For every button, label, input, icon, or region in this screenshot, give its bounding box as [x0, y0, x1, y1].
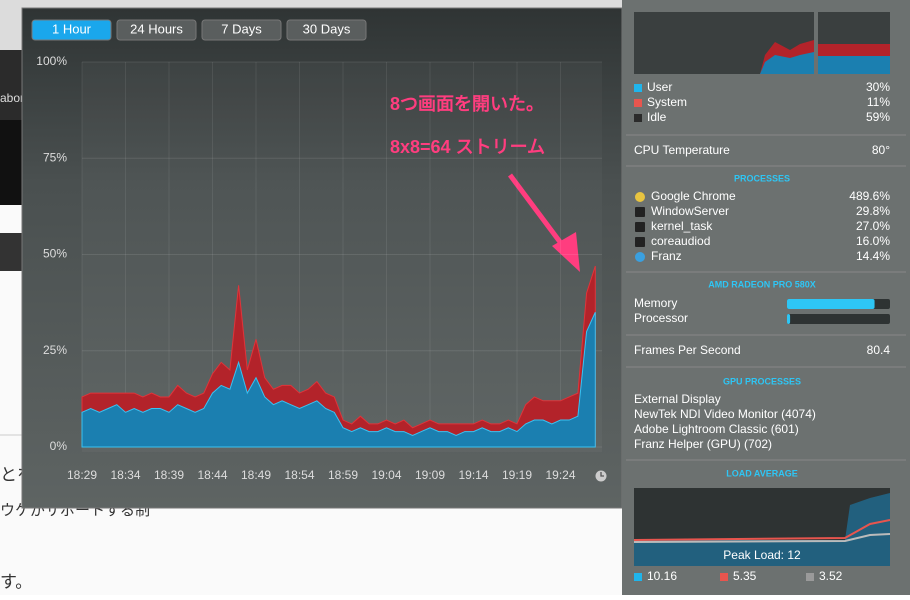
process-icon — [635, 192, 645, 202]
plot-area — [82, 62, 602, 452]
tab[interactable] — [286, 19, 367, 41]
tab-label[interactable]: 1 Hour — [52, 21, 92, 36]
menu-text: 3.52 — [819, 569, 843, 583]
section-header: AMD RADEON PRO 580X — [708, 279, 816, 289]
menu-text: Processor — [634, 311, 688, 325]
menu-text: WindowServer — [651, 204, 729, 218]
tab-label[interactable]: 7 Days — [221, 21, 262, 36]
section-header: GPU PROCESSES — [723, 376, 801, 386]
legend-swatch — [634, 114, 642, 122]
process-icon — [635, 207, 645, 217]
x-tick-label: 18:34 — [110, 468, 140, 482]
menu-text: Franz — [651, 249, 682, 263]
menu-text: coreaudiod — [651, 234, 710, 248]
annotation: 8つ画面を開いた。 — [390, 94, 544, 114]
menu-text: 29.8% — [856, 204, 890, 218]
menu-text: 10.16 — [647, 569, 677, 583]
tab-label[interactable]: 30 Days — [303, 21, 351, 36]
tab-label[interactable]: 24 Hours — [130, 21, 183, 36]
menu-text: Adobe Lightroom Classic (601) — [634, 422, 799, 436]
menu-text: Franz Helper (GPU) (702) — [634, 437, 772, 451]
x-tick-label: 19:14 — [458, 468, 488, 482]
legend-label: User — [647, 80, 672, 94]
bar — [787, 314, 791, 324]
x-tick-label: 18:49 — [241, 468, 271, 482]
x-tick-label: 19:09 — [415, 468, 445, 482]
section-header: LOAD AVERAGE — [726, 468, 798, 478]
menu-text: 16.0% — [856, 234, 890, 248]
legend-swatch — [720, 573, 728, 581]
bar-track — [787, 314, 890, 324]
bar — [787, 299, 875, 309]
tab[interactable] — [201, 19, 282, 41]
x-tick-label: 18:44 — [197, 468, 227, 482]
area-0 — [81, 312, 596, 448]
menu-text: NewTek NDI Video Monitor (4074) — [634, 407, 816, 421]
legend-swatch — [634, 84, 642, 92]
menu-text: 30% — [866, 80, 890, 94]
menu-text: External Display — [634, 392, 721, 406]
process-icon — [635, 252, 645, 262]
y-tick-label: 0% — [50, 439, 68, 453]
tab[interactable] — [116, 19, 197, 41]
section-header: PROCESSES — [734, 173, 790, 183]
menu-text: Memory — [634, 296, 677, 310]
arrow — [507, 173, 569, 252]
bg-text: abor — [0, 91, 24, 105]
y-tick-label: 25% — [43, 343, 67, 357]
x-tick-label: 19:19 — [502, 468, 532, 482]
menu-text: Peak Load: 12 — [723, 548, 801, 562]
legend-swatch — [634, 573, 642, 581]
bg-text: す。 — [0, 572, 32, 591]
y-tick-label: 50% — [43, 247, 67, 261]
menu-text: 59% — [866, 110, 890, 124]
menu-text: 80.4 — [867, 343, 891, 357]
menu-text: 27.0% — [856, 219, 890, 233]
menu-text: kernel_task — [651, 219, 713, 233]
x-tick-label: 18:59 — [328, 468, 358, 482]
annotation: 8x8=64 ストリーム — [390, 137, 545, 157]
menu-text: 14.4% — [856, 249, 890, 263]
menu-text: 11% — [867, 95, 890, 109]
legend-label: Idle — [647, 110, 667, 124]
menu-text: 5.35 — [733, 569, 757, 583]
menu-text: Frames Per Second — [634, 343, 741, 357]
clock-icon — [595, 470, 607, 482]
menu-text: Google Chrome — [651, 189, 736, 203]
x-tick-label: 18:39 — [154, 468, 184, 482]
menu-text: 80° — [872, 143, 890, 157]
y-tick-label: 75% — [43, 150, 67, 164]
menu-text: CPU Temperature — [634, 143, 730, 157]
x-tick-label: 19:04 — [371, 468, 401, 482]
x-tick-label: 19:24 — [545, 468, 575, 482]
x-tick-label: 18:54 — [284, 468, 314, 482]
menu-text: 489.6% — [849, 189, 890, 203]
legend-swatch — [806, 573, 814, 581]
process-icon — [635, 222, 645, 232]
legend-label: System — [647, 95, 687, 109]
tab[interactable] — [31, 19, 112, 41]
process-icon — [635, 237, 645, 247]
arrow-head — [552, 232, 580, 272]
y-tick-label: 100% — [36, 54, 67, 68]
cpu-mini-graph — [634, 12, 890, 74]
x-tick-label: 18:29 — [67, 468, 97, 482]
legend-swatch — [634, 99, 642, 107]
load-graph — [633, 488, 891, 566]
